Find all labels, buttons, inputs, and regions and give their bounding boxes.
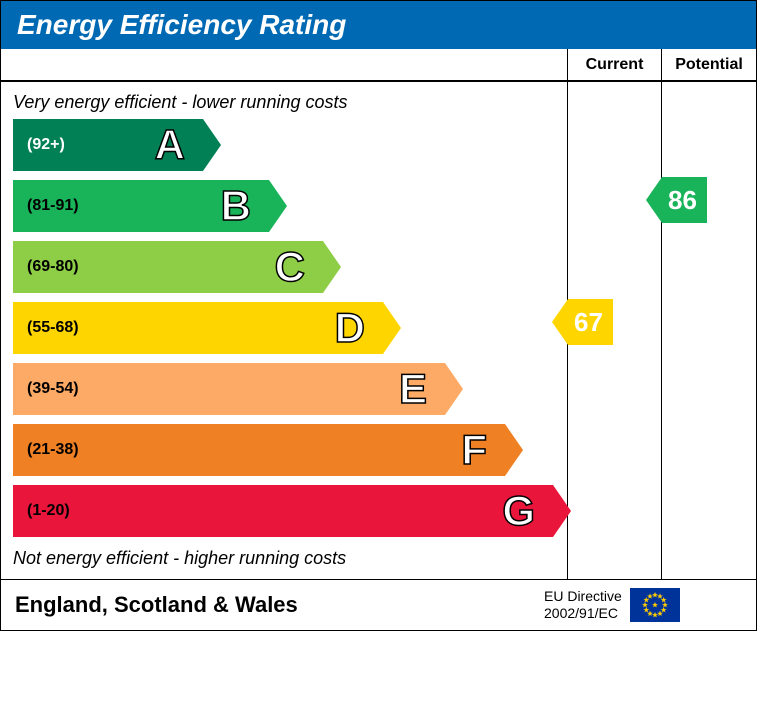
current-pointer: 67 — [568, 299, 613, 345]
potential-column: 86 — [662, 82, 756, 579]
band-letter: G — [502, 487, 535, 535]
band-range: (69-80) — [13, 258, 79, 276]
caption-top: Very energy efficient - lower running co… — [1, 88, 567, 117]
band-letter: B — [221, 182, 251, 230]
pointer-tip-icon — [646, 177, 662, 223]
current-value: 67 — [568, 299, 613, 345]
band-bar-b: (81-91) B — [13, 180, 269, 232]
band-range: (39-54) — [13, 380, 79, 398]
band-letter: E — [399, 365, 427, 413]
band-letter: C — [275, 243, 305, 291]
caption-bottom: Not energy efficient - higher running co… — [1, 544, 567, 573]
footer-directive: EU Directive 2002/91/EC — [536, 580, 756, 630]
band-row-c: (69-80) C — [1, 239, 567, 295]
potential-pointer: 86 — [662, 177, 707, 223]
band-range: (55-68) — [13, 319, 79, 337]
eu-flag-icon — [630, 588, 680, 622]
band-bar-a: (92+) A — [13, 119, 203, 171]
directive-line2: 2002/91/EC — [544, 605, 622, 622]
header-spacer — [1, 49, 568, 81]
pointer-tip-icon — [552, 299, 568, 345]
header-row: Current Potential — [1, 49, 756, 81]
band-row-g: (1-20) G — [1, 483, 567, 539]
band-bar-g: (1-20) G — [13, 485, 553, 537]
band-range: (21-38) — [13, 441, 79, 459]
band-arrow-icon — [383, 302, 401, 354]
band-bar-c: (69-80) C — [13, 241, 323, 293]
band-range: (81-91) — [13, 197, 79, 215]
band-row-a: (92+) A — [1, 117, 567, 173]
band-arrow-icon — [269, 180, 287, 232]
band-letter: A — [155, 121, 185, 169]
current-column: 67 — [568, 82, 662, 579]
band-bar-e: (39-54) E — [13, 363, 445, 415]
band-letter: F — [461, 426, 487, 474]
grid-area: Very energy efficient - lower running co… — [1, 81, 756, 579]
title-bar: Energy Efficiency Rating — [1, 1, 756, 49]
band-letter: D — [335, 304, 365, 352]
band-range: (92+) — [13, 136, 65, 154]
footer: England, Scotland & Wales EU Directive 2… — [1, 579, 756, 630]
band-row-f: (21-38) F — [1, 422, 567, 478]
band-row-d: (55-68) D — [1, 300, 567, 356]
potential-value: 86 — [662, 177, 707, 223]
bars-column: Very energy efficient - lower running co… — [1, 82, 568, 579]
band-range: (1-20) — [13, 502, 70, 520]
band-arrow-icon — [505, 424, 523, 476]
header-potential: Potential — [662, 49, 756, 81]
band-row-e: (39-54) E — [1, 361, 567, 417]
bars-body: Very energy efficient - lower running co… — [1, 82, 567, 579]
band-row-b: (81-91) B — [1, 178, 567, 234]
header-current: Current — [568, 49, 662, 81]
band-bar-d: (55-68) D — [13, 302, 383, 354]
epc-chart: Energy Efficiency Rating Current Potenti… — [0, 0, 757, 631]
band-arrow-icon — [445, 363, 463, 415]
band-arrow-icon — [323, 241, 341, 293]
footer-region: England, Scotland & Wales — [1, 580, 536, 630]
band-arrow-icon — [203, 119, 221, 171]
band-bar-f: (21-38) F — [13, 424, 505, 476]
directive-line1: EU Directive — [544, 588, 622, 605]
